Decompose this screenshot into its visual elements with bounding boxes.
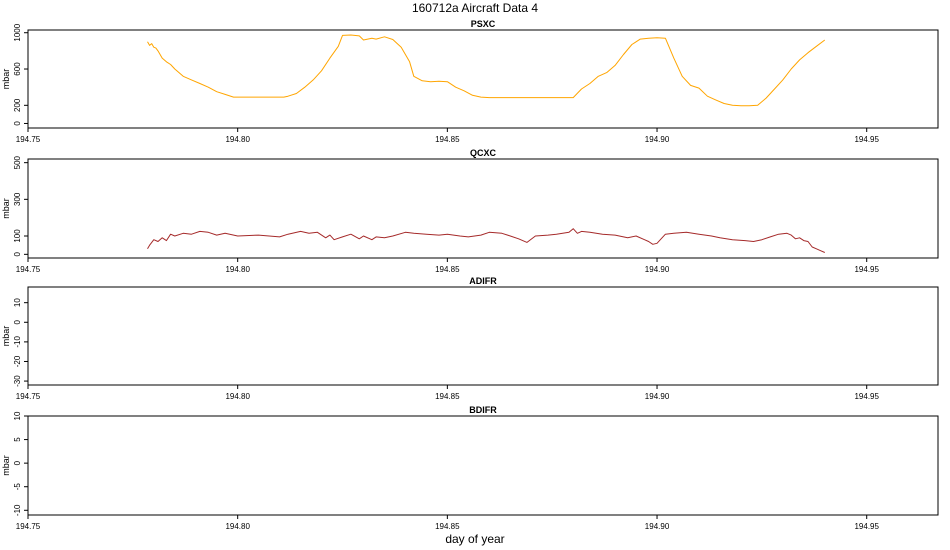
series-line-psxc	[147, 34, 826, 107]
x-tick-label: 194.85	[435, 392, 460, 401]
panel-title: QCXC	[470, 148, 497, 158]
panel-title: ADIFR	[469, 276, 497, 286]
y-tick-label: 0	[13, 121, 22, 126]
x-tick-label: 194.85	[435, 135, 460, 144]
y-tick-label: 300	[13, 192, 22, 206]
panel-psxc: PSXC mbar 194.75 194.80 194.85 194.90 194.95 0 2…	[1, 19, 939, 144]
panel-title: BDIFR	[469, 405, 497, 415]
y-tick-label: 1000	[13, 23, 22, 41]
y-tick-label: -10	[13, 336, 22, 348]
series-line-qcxc	[147, 228, 825, 253]
y-axis-label: mbar	[1, 455, 11, 476]
x-tick-label: 194.90	[645, 265, 670, 274]
y-tick-label: 0	[13, 460, 22, 465]
plot-frame	[27, 415, 939, 516]
y-tick-label: -5	[13, 483, 22, 491]
y-tick-label: 5	[13, 437, 22, 442]
x-axis-label: day of year	[445, 532, 504, 546]
x-tick-label: 194.75	[16, 265, 41, 274]
y-axis-label: mbar	[1, 69, 11, 90]
x-tick-label: 194.80	[225, 522, 250, 531]
panel-qcxc: QCXC mbar 194.75 194.80 194.85 194.90 194.95 0 1…	[1, 148, 939, 274]
x-tick-label: 194.75	[16, 522, 41, 531]
y-tick-label: -10	[13, 504, 22, 516]
y-tick-label: 200	[13, 98, 22, 112]
x-tick-label: 194.95	[854, 265, 879, 274]
y-tick-label: 10	[13, 298, 22, 307]
y-tick-label: 600	[13, 62, 22, 76]
y-tick-label: 10	[13, 411, 22, 420]
plot-frame	[27, 158, 939, 259]
x-tick-label: 194.85	[435, 522, 460, 531]
x-tick-label: 194.95	[854, 392, 879, 401]
x-tick-label: 194.95	[854, 135, 879, 144]
plot-frame	[27, 286, 939, 386]
x-tick-label: 194.90	[645, 392, 670, 401]
y-tick-label: 0	[13, 320, 22, 325]
plot-frame	[27, 29, 939, 129]
figure-title: 160712a Aircraft Data 4	[412, 1, 538, 15]
panel-title: PSXC	[471, 19, 496, 29]
y-tick-label: -30	[13, 375, 22, 387]
y-axis-label: mbar	[1, 198, 11, 219]
x-tick-label: 194.80	[225, 265, 250, 274]
x-tick-label: 194.90	[645, 522, 670, 531]
x-tick-label: 194.85	[435, 265, 460, 274]
x-tick-label: 194.75	[16, 135, 41, 144]
x-tick-label: 194.75	[16, 392, 41, 401]
x-tick-label: 194.90	[645, 135, 670, 144]
y-tick-label: 500	[13, 155, 22, 169]
x-tick-label: 194.95	[854, 522, 879, 531]
x-tick-label: 194.80	[225, 135, 250, 144]
y-tick-label: 0	[13, 252, 22, 257]
panel-bdifr: BDIFR mbar 194.75 194.80 194.85 194.90 194.95 -…	[1, 405, 939, 531]
y-tick-label: 100	[13, 229, 22, 243]
panel-adifr: ADIFR mbar 194.75 194.80 194.85 194.90 194.95 -…	[1, 276, 939, 401]
x-tick-label: 194.80	[225, 392, 250, 401]
y-tick-label: -20	[13, 355, 22, 367]
y-axis-label: mbar	[1, 326, 11, 347]
panels: PSXC mbar 194.75 194.80 194.85 194.90 194.95 0 2…	[1, 19, 939, 531]
